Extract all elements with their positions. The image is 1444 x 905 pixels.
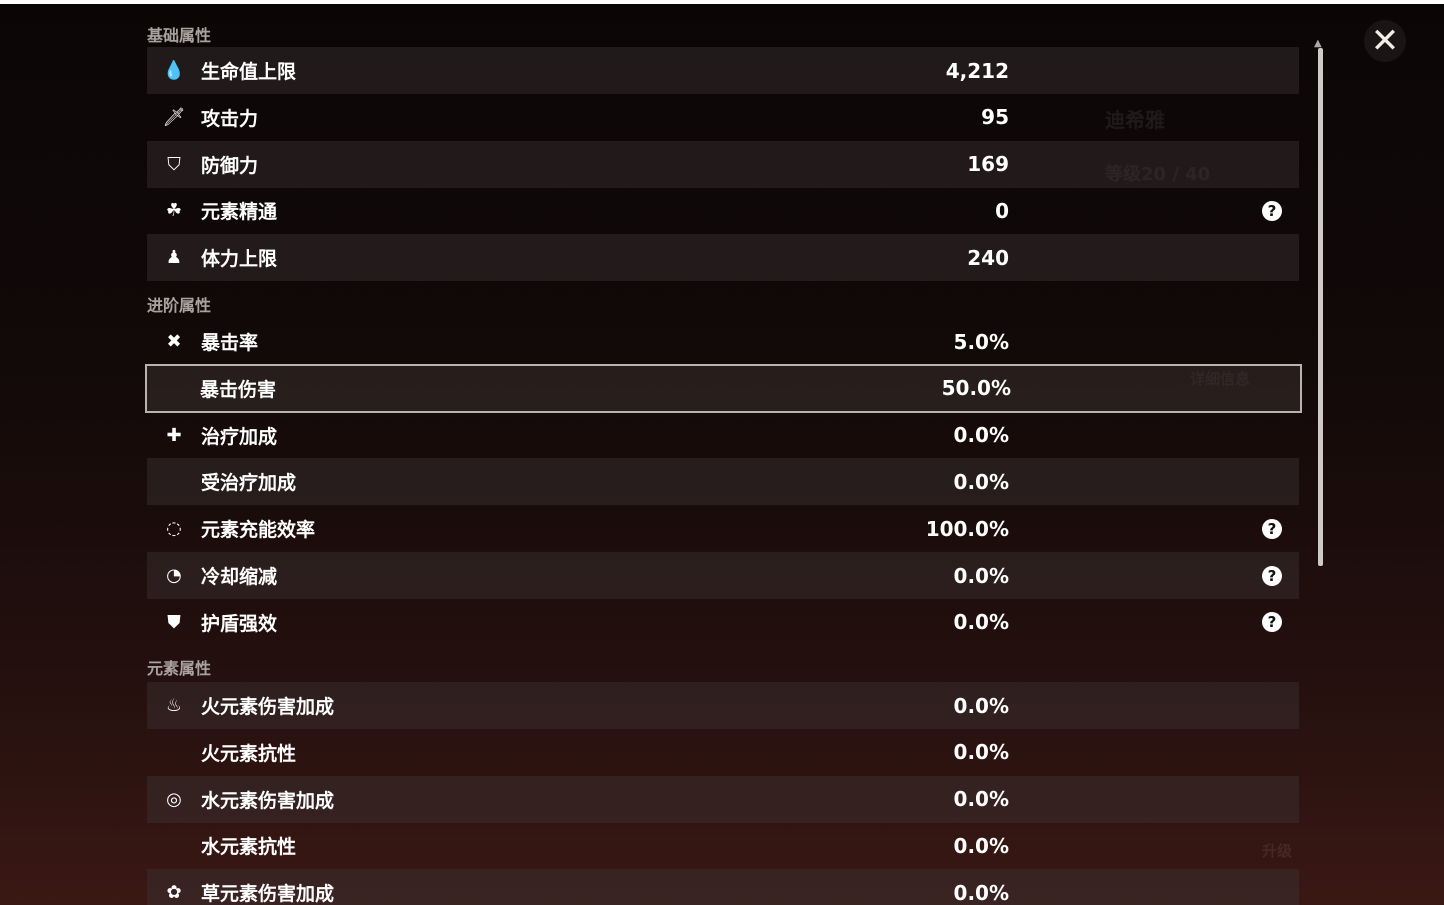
- attribute-label: 生命值上限: [201, 61, 297, 83]
- attribute-row[interactable]: 🗡 攻击力 95: [147, 94, 1299, 141]
- close-button[interactable]: ✕: [1364, 20, 1406, 62]
- attribute-row[interactable]: ♟ 体力上限 240: [147, 234, 1299, 282]
- attribute-row[interactable]: ✚ 治疗加成 0.0%: [147, 412, 1299, 459]
- attribute-label: 草元素伤害加成: [201, 883, 335, 905]
- help-icon[interactable]: ?: [1262, 612, 1282, 633]
- attribute-label: 元素充能效率: [201, 519, 316, 542]
- attribute-value: 100.0%: [925, 516, 1009, 541]
- attribute-row[interactable]: 火元素抗性 0.0%: [147, 729, 1299, 776]
- attribute-row[interactable]: ☘ 元素精通 0?: [147, 187, 1299, 234]
- help-icon[interactable]: ?: [1262, 565, 1282, 586]
- attribute-label: 暴击率: [201, 332, 259, 354]
- dendro-icon: ✿: [166, 882, 182, 904]
- bg-character-name: 迪希雅: [1105, 108, 1165, 132]
- attribute-row[interactable]: ✖ 暴击率 5.0%: [147, 318, 1299, 365]
- attribute-label: 暴击伤害: [200, 378, 277, 401]
- attribute-value: 0.0%: [953, 880, 1009, 905]
- attribute-label: 受治疗加成: [201, 472, 297, 495]
- attribute-value: 0: [995, 198, 1009, 223]
- attribute-label: 体力上限: [201, 248, 278, 271]
- help-icon[interactable]: ?: [1262, 518, 1282, 539]
- attribute-row[interactable]: 水元素抗性 0.0%: [147, 822, 1299, 869]
- attribute-value: 0.0%: [953, 563, 1009, 588]
- scrollbar-thumb[interactable]: [1318, 48, 1323, 566]
- healing-cross-icon: ✚: [166, 424, 182, 446]
- attribute-label: 火元素伤害加成: [201, 696, 335, 718]
- attribute-value: 0.0%: [953, 833, 1009, 858]
- attribute-value: 0.0%: [953, 469, 1009, 494]
- attribute-row[interactable]: ⛊ 护盾强效 0.0%?: [147, 599, 1299, 646]
- shield-strength-icon: ⛊: [167, 611, 181, 633]
- section-header: 进阶属性: [147, 296, 212, 315]
- attribute-value: 0.0%: [953, 740, 1009, 765]
- cooldown-icon: ◔: [166, 565, 182, 586]
- attribute-value: 0.0%: [953, 693, 1009, 718]
- shield-icon: ⛉: [167, 153, 181, 175]
- hydro-icon: ◎: [166, 788, 182, 810]
- window-top-border: [0, 0, 1444, 4]
- stamina-icon: ♟: [165, 247, 183, 269]
- hp-drop-icon: 💧: [162, 60, 186, 81]
- attribute-value: 4,212: [945, 58, 1009, 83]
- attribute-label: 水元素伤害加成: [201, 789, 335, 812]
- attribute-row[interactable]: ◎ 水元素伤害加成 0.0%: [147, 775, 1299, 823]
- attribute-label: 水元素抗性: [201, 836, 297, 859]
- attribute-row[interactable]: ✿ 草元素伤害加成 0.0%: [147, 869, 1299, 905]
- attribute-row[interactable]: 💧 生命值上限 4,212: [147, 47, 1299, 94]
- attribute-label: 治疗加成: [201, 425, 278, 448]
- attribute-row[interactable]: ⛉ 防御力 169: [147, 140, 1299, 188]
- pyro-icon: ♨: [165, 695, 183, 716]
- attribute-label: 护盾强效: [201, 612, 278, 635]
- attribute-row[interactable]: ◔ 冷却缩减 0.0%?: [147, 552, 1299, 599]
- attribute-row[interactable]: ♨ 火元素伤害加成 0.0%: [147, 682, 1299, 729]
- attribute-label: 攻击力: [201, 107, 259, 130]
- section-header: 元素属性: [147, 659, 212, 678]
- attribute-value: 169: [967, 152, 1009, 177]
- elemental-mastery-icon: ☘: [165, 200, 183, 222]
- bg-level: 等级20 / 40: [1105, 164, 1211, 185]
- help-icon[interactable]: ?: [1262, 200, 1282, 221]
- attribute-label: 元素精通: [201, 201, 278, 224]
- attribute-value: 240: [967, 245, 1009, 270]
- sword-icon: 🗡: [162, 106, 186, 128]
- attribute-value: 5.0%: [953, 329, 1009, 354]
- attribute-row[interactable]: 暴击伤害 50.0%: [145, 363, 1302, 413]
- attribute-row[interactable]: ◌ 元素充能效率 100.0%?: [147, 505, 1299, 552]
- scroll-up-arrow[interactable]: ▲: [1314, 38, 1322, 49]
- attribute-value: 50.0%: [941, 376, 1011, 401]
- energy-recharge-icon: ◌: [166, 518, 182, 540]
- attribute-value: 0.0%: [953, 610, 1009, 635]
- attribute-label: 火元素抗性: [201, 742, 297, 765]
- attribute-value: 0.0%: [953, 787, 1009, 812]
- crit-rate-icon: ✖: [166, 331, 182, 352]
- section-header: 基础属性: [147, 26, 212, 45]
- attribute-value: 95: [981, 105, 1009, 130]
- attribute-value: 0.0%: [953, 423, 1009, 448]
- attribute-label: 冷却缩减: [201, 566, 278, 588]
- bg-upgrade-button: 升级: [1262, 842, 1293, 860]
- attribute-label: 防御力: [201, 154, 259, 177]
- attribute-row[interactable]: 受治疗加成 0.0%: [147, 458, 1299, 506]
